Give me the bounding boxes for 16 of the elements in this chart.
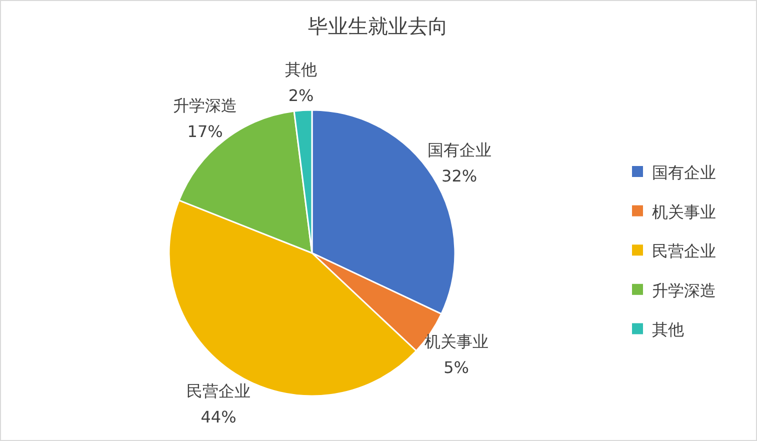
data-label: 32%	[442, 166, 478, 186]
data-label: 44%	[200, 407, 236, 426]
slice-label: 民营企业	[186, 381, 251, 400]
legend-label: 民营企业	[652, 242, 716, 261]
legend-label: 国有企业	[652, 163, 716, 182]
slice-label: 其他	[285, 60, 318, 79]
slice-label: 机关事业	[424, 332, 488, 352]
slice-label: 国有企业	[427, 140, 492, 160]
data-label: 2%	[288, 86, 314, 105]
legend-label: 升学深造	[652, 280, 716, 300]
legend-label: 机关事业	[652, 202, 716, 222]
data-label: 5%	[444, 358, 469, 378]
chart-title: 毕业生就业去向	[308, 14, 448, 38]
slice-label: 升学深造	[173, 96, 238, 116]
legend-label: 其他	[652, 320, 684, 340]
data-label: 17%	[187, 122, 223, 142]
